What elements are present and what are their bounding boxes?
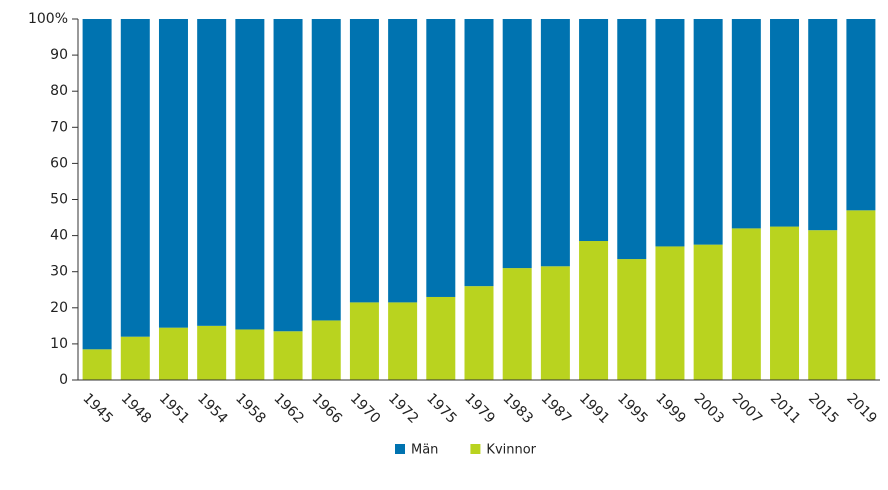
x-tick-label: 1999	[652, 390, 689, 427]
x-tick-label: 1966	[309, 390, 346, 427]
bar-segment	[464, 19, 494, 287]
x-tick-label: 2011	[767, 390, 804, 427]
bar-segment	[655, 19, 685, 247]
y-tick-label: 0	[59, 372, 68, 388]
x-tick-label: 1970	[347, 390, 384, 427]
y-tick-label: 40	[50, 228, 68, 244]
bar-segment	[426, 19, 456, 297]
bar-segment	[617, 19, 647, 260]
x-tick-label: 2015	[805, 390, 842, 427]
bar-segment	[808, 19, 838, 231]
x-tick-label: 1962	[270, 390, 307, 427]
bar-segment	[158, 327, 188, 380]
y-tick-label: 50	[50, 192, 68, 208]
x-tick-label: 2007	[729, 390, 766, 427]
bar-segment	[579, 19, 609, 242]
bar-segment	[388, 302, 418, 380]
x-tick-label: 1979	[461, 390, 498, 427]
bar-segment	[655, 246, 685, 380]
bar-segment	[846, 210, 876, 380]
x-tick-label: 1972	[385, 390, 422, 427]
x-tick-label: 1954	[194, 390, 231, 427]
bar-segment	[311, 320, 341, 380]
x-tick-label: 1987	[538, 390, 575, 427]
x-tick-label: 1995	[614, 390, 651, 427]
y-tick-label: 30	[50, 264, 68, 280]
bar-segment	[693, 244, 723, 380]
bar-segment	[846, 19, 876, 211]
bar-segment	[235, 19, 265, 330]
bar-segment	[273, 19, 303, 332]
x-tick-label: 1951	[156, 390, 193, 427]
legend-swatch	[395, 444, 405, 454]
bar-segment	[770, 19, 800, 227]
x-tick-label: 1983	[500, 390, 537, 427]
bar-segment	[158, 19, 188, 328]
bar-segment	[770, 226, 800, 380]
x-tick-label: 1945	[79, 390, 116, 427]
bar-segment	[197, 19, 227, 326]
x-tick-label: 1948	[118, 390, 155, 427]
y-tick-label: 90	[50, 47, 68, 63]
bar-segment	[731, 228, 761, 380]
x-tick-label: 1975	[423, 390, 460, 427]
bar-segment	[502, 19, 532, 269]
legend-label: Män	[411, 443, 438, 458]
bar-segment	[579, 241, 609, 380]
bar-segment	[82, 349, 112, 380]
bar-segment	[808, 230, 838, 380]
bar-segment	[540, 19, 570, 267]
bar-segment	[273, 331, 303, 380]
y-tick-label: 80	[50, 83, 68, 99]
y-tick-label: 20	[50, 300, 68, 316]
x-tick-label: 1991	[576, 390, 613, 427]
bar-segment	[617, 259, 647, 380]
bar-segment	[120, 336, 150, 380]
bar-segment	[540, 266, 570, 380]
bar-segment	[197, 325, 227, 380]
legend-label: Kvinnor	[486, 443, 536, 458]
y-tick-label: 70	[50, 119, 68, 135]
bar-segment	[311, 19, 341, 321]
bar-segment	[235, 329, 265, 380]
y-tick-label: 60	[50, 155, 68, 171]
bar-segment	[388, 19, 418, 303]
bar-segment	[82, 19, 112, 350]
x-tick-label: 2003	[690, 390, 727, 427]
bar-segment	[426, 296, 456, 380]
y-tick-label: 10	[50, 336, 68, 352]
x-tick-label: 1958	[232, 390, 269, 427]
legend-swatch	[470, 444, 481, 454]
bar-segment	[120, 19, 150, 337]
x-tick-label: 2019	[843, 390, 880, 427]
bar-segment	[349, 302, 379, 380]
bar-segment	[693, 19, 723, 245]
bar-segment	[349, 19, 379, 303]
bar-segment	[464, 286, 494, 380]
bar-segment	[731, 19, 761, 229]
y-tick-label: 100%	[28, 11, 68, 27]
bar-segment	[502, 268, 532, 380]
